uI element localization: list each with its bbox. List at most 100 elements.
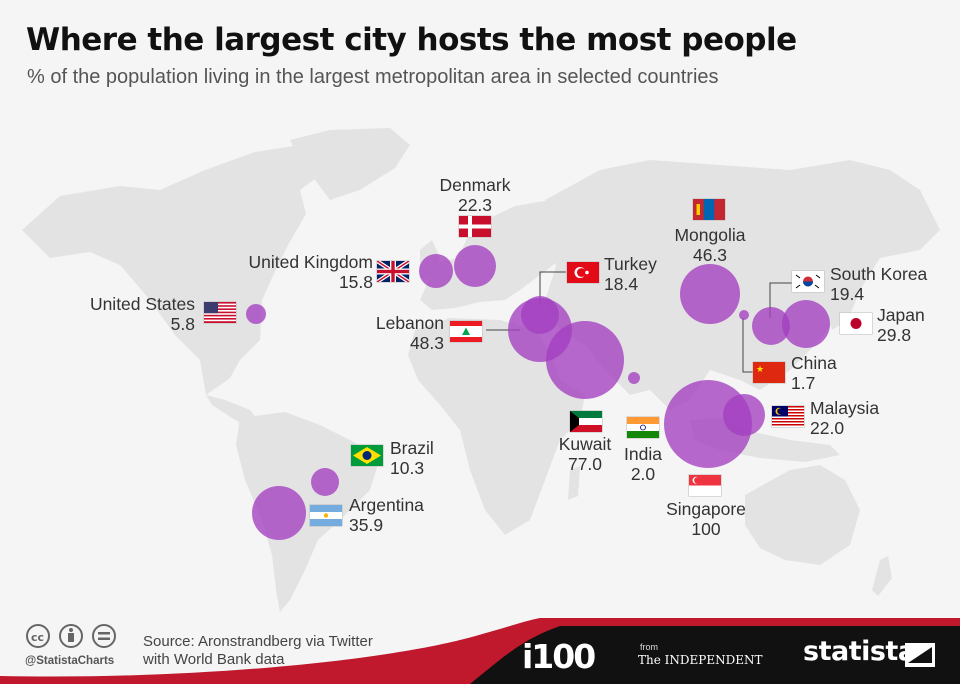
country-value: 46.3 [692,245,728,265]
china-flag-icon: ★ [753,362,785,383]
bubble-malaysia [723,394,765,436]
bubble-india [628,372,640,384]
label-malaysia: Malaysia 22.0 [810,398,879,438]
label-singapore: Singapore 100 [646,499,766,539]
svg-text:★: ★ [756,365,764,375]
lebanon-flag-icon [450,321,482,342]
country-name: China [791,353,837,373]
country-name: Turkey [604,254,657,274]
label-south-korea: South Korea 19.4 [830,264,927,304]
bubble-china [739,310,749,320]
country-name: Japan [877,305,925,325]
chart-title: Where the largest city hosts the most pe… [26,22,797,58]
country-value: 48.3 [409,333,444,353]
country-value: 22.3 [457,195,493,215]
country-value: 15.8 [338,272,373,292]
svg-text:cc: cc [31,631,44,644]
bubble-denmark [454,245,496,287]
new-zealand-landmass [872,556,892,596]
label-turkey: Turkey 18.4 [604,254,657,294]
country-name: Malaysia [810,398,880,418]
statista-logo: statista [803,636,916,667]
source-line-1: Source: Aronstrandberg via Twitter [143,633,373,650]
country-name: United States [89,294,195,314]
united-states-flag-icon [204,302,236,323]
bubble-layer [246,245,830,540]
country-value: 10.3 [390,458,425,478]
footer-band [0,618,960,684]
country-name: Denmark [439,175,511,195]
bubble-turkey [521,296,559,334]
label-lebanon: Lebanon 48.3 [376,313,444,353]
turkey-connector [539,271,566,304]
brazil-flag-icon [351,445,383,466]
greenland-landmass [290,128,410,200]
country-name: Lebanon [375,313,444,333]
bubble-south-korea [752,307,790,345]
source-line-2: with World Bank data [143,651,285,668]
independent-logo: The INDEPENDENT [638,653,763,667]
mongolia-flag-icon [693,199,725,220]
country-value: 19.4 [830,284,865,304]
statista-mark-icon [905,643,935,667]
label-united-kingdom: United Kingdom 15.8 [248,252,373,292]
i100-logo: i100 [522,637,596,676]
country-value: 29.8 [877,325,912,345]
label-united-states: United States 5.8 [90,294,195,334]
label-india: India 2.0 [613,444,673,484]
label-argentina: Argentina 35.9 [349,495,424,535]
south-america-landmass [236,412,380,612]
country-name: Brazil [390,438,434,458]
bubble-argentina [252,486,306,540]
south-korea-flag-icon [792,271,824,292]
bubble-united-states [246,304,266,324]
country-name: Singapore [666,499,746,519]
label-mongolia: Mongolia 46.3 [660,225,760,265]
label-china: China 1.7 [791,353,837,393]
statista-charts-handle[interactable]: @StatistaCharts [25,655,115,667]
country-name: South Korea [830,264,928,284]
india-flag-icon [627,417,659,438]
no-derivatives-icon [92,624,116,648]
license-icons: cc [26,624,116,648]
world-map-land [22,128,940,612]
country-value: 100 [691,519,721,539]
bubble-kuwait [546,321,624,399]
country-value: 5.8 [170,314,195,334]
source-note: Source: Aronstrandberg via Twitter with … [143,633,373,669]
country-name: Argentina [349,495,424,515]
label-brazil: Brazil 10.3 [390,438,434,478]
country-name: United Kingdom [248,252,373,272]
bubble-brazil [311,468,339,496]
bubble-japan [782,300,830,348]
label-japan: Japan 29.8 [877,305,925,345]
singapore-flag-icon [689,475,721,496]
bubble-united-kingdom [419,254,453,288]
bubble-mongolia [680,264,740,324]
attribution-icon [59,624,83,648]
country-value: 1.7 [791,373,816,393]
africa-landmass [408,318,585,535]
chart-subtitle: % of the population living in the larges… [27,66,719,88]
country-name: India [624,444,662,464]
country-value: 35.9 [349,515,384,535]
north-america-landmass [22,145,330,395]
south-korea-connector [769,282,792,318]
united-kingdom-flag-icon [377,261,409,282]
label-kuwait: Kuwait 77.0 [545,434,625,474]
creative-commons-icon [26,624,50,648]
country-name: Mongolia [674,225,746,245]
china-connector [742,318,756,373]
asia-landmass [545,160,940,410]
australia-landmass [745,465,860,565]
turkey-flag-icon [567,262,599,283]
denmark-flag-icon [459,216,491,237]
japan-flag-icon [840,313,872,334]
argentina-flag-icon [310,505,342,526]
country-value: 22.0 [810,418,845,438]
from-text: from [640,642,658,652]
country-value: 2.0 [630,464,656,484]
country-value: 18.4 [604,274,639,294]
label-denmark: Denmark 22.3 [425,175,525,215]
